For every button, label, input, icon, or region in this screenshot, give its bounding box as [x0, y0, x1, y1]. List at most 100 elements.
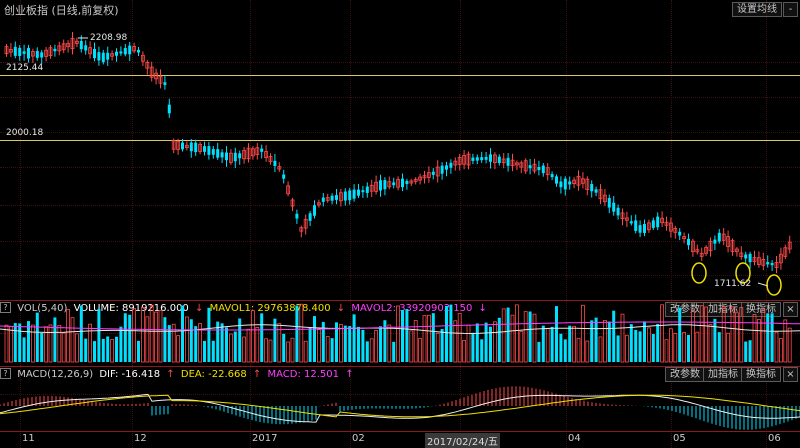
- candle-body: [752, 257, 757, 262]
- level-line-2125: [0, 75, 800, 76]
- candle-body: [515, 162, 519, 166]
- candle-body: [678, 231, 682, 236]
- candle-body: [189, 142, 193, 152]
- x-axis: 11 12 2017 02 2017/02/24/五 04 05 06: [0, 432, 800, 448]
- volume-pane-border: [0, 300, 800, 301]
- volume-bar: [748, 340, 752, 362]
- volume-bar: [568, 325, 572, 362]
- mavol1-line: [0, 324, 800, 335]
- volume-bar: [40, 332, 44, 362]
- volume-bar: [128, 314, 132, 362]
- macd-close-button[interactable]: ×: [783, 367, 798, 382]
- macd-switch-indicator-button[interactable]: 换指标: [741, 367, 781, 382]
- candle-body: [687, 238, 690, 246]
- volume-bar: [335, 322, 338, 362]
- candle-body: [489, 154, 492, 162]
- volume-bar: [761, 309, 766, 363]
- candle-body: [93, 48, 96, 59]
- candle-body: [220, 152, 224, 158]
- volume-bar: [321, 321, 325, 362]
- volume-bar: [123, 313, 127, 362]
- volume-bar: [387, 324, 392, 363]
- volume-bar: [572, 325, 576, 363]
- macd-pane-border: [0, 366, 800, 367]
- vol-close-button[interactable]: ×: [783, 302, 798, 317]
- candle-body: [242, 150, 247, 160]
- candle-body: [603, 194, 607, 203]
- volume-bar: [757, 319, 761, 363]
- candle-body: [638, 225, 642, 233]
- candle-body: [462, 155, 467, 165]
- volume-bar: [634, 329, 638, 362]
- volume-bar: [207, 307, 211, 362]
- volume-bar: [216, 321, 220, 362]
- volume-indicator-bar: ? VOL(5,40) VOLUME: 8919216.000 ↓ MAVOL1…: [0, 302, 800, 316]
- candle-body: [779, 253, 783, 264]
- candle-body: [325, 197, 330, 201]
- volume-bar: [673, 333, 678, 363]
- volume-bar: [717, 332, 721, 362]
- volume-bar: [462, 339, 467, 363]
- set-ma-button[interactable]: 设置均线: [732, 2, 782, 17]
- volume-bar: [158, 310, 163, 363]
- candle-body: [211, 149, 215, 155]
- volume-bar: [515, 304, 519, 363]
- volume-bar: [612, 310, 616, 362]
- volume-bar: [167, 325, 171, 362]
- volume-bar: [57, 324, 62, 363]
- minimize-button[interactable]: -: [783, 2, 798, 17]
- candle-body: [523, 160, 528, 172]
- candle-body: [449, 162, 453, 168]
- volume-bar: [308, 327, 312, 362]
- candle-body: [233, 152, 237, 162]
- volume-bar: [101, 338, 105, 362]
- level-line-2000: [0, 140, 800, 141]
- index-name: 创业板指: [4, 4, 48, 17]
- help-icon[interactable]: ?: [0, 368, 11, 379]
- candle-body: [313, 205, 316, 216]
- candle-body: [594, 189, 598, 193]
- dif-line: [0, 393, 800, 423]
- candle-body: [501, 158, 506, 164]
- candle-body: [110, 53, 114, 57]
- candle-body: [61, 43, 66, 51]
- volume-bar: [250, 310, 255, 363]
- volume-bar: [783, 319, 788, 363]
- volume-bar: [365, 341, 369, 362]
- candle-body: [48, 47, 53, 56]
- candle-body: [255, 147, 260, 155]
- volume-bar: [316, 329, 321, 363]
- volume-bar: [695, 331, 700, 363]
- volume-bar: [541, 325, 545, 362]
- candle-body: [273, 160, 277, 166]
- candle-body: [282, 174, 286, 179]
- candle-body: [290, 199, 295, 207]
- candle-body: [590, 184, 594, 192]
- candle-body: [643, 224, 646, 233]
- candle-body: [766, 262, 770, 265]
- volume-bar: [457, 313, 462, 363]
- vol-value: VOLUME: 8919216.000: [73, 302, 189, 314]
- vol-switch-indicator-button[interactable]: 换指标: [741, 302, 781, 317]
- candle-body: [308, 213, 312, 221]
- candle-body: [295, 213, 299, 219]
- volume-bar: [4, 324, 9, 363]
- candle-body: [167, 104, 171, 114]
- volume-bar: [268, 339, 273, 363]
- down-arrow-icon: ↓: [478, 302, 487, 314]
- volume-bar: [445, 305, 448, 362]
- candle-body: [361, 190, 365, 193]
- candle-body: [660, 217, 664, 224]
- volume-bar: [303, 340, 308, 363]
- candle-body: [787, 241, 792, 250]
- candle-body: [568, 181, 572, 185]
- candle-body: [739, 252, 744, 258]
- candle-body: [691, 240, 695, 253]
- help-icon[interactable]: ?: [0, 302, 11, 313]
- volume-bar: [532, 313, 537, 363]
- volume-bar: [660, 304, 664, 363]
- volume-bar: [594, 317, 598, 362]
- volume-bar: [176, 335, 181, 363]
- volume-bar: [563, 339, 567, 362]
- candle-body: [268, 156, 273, 162]
